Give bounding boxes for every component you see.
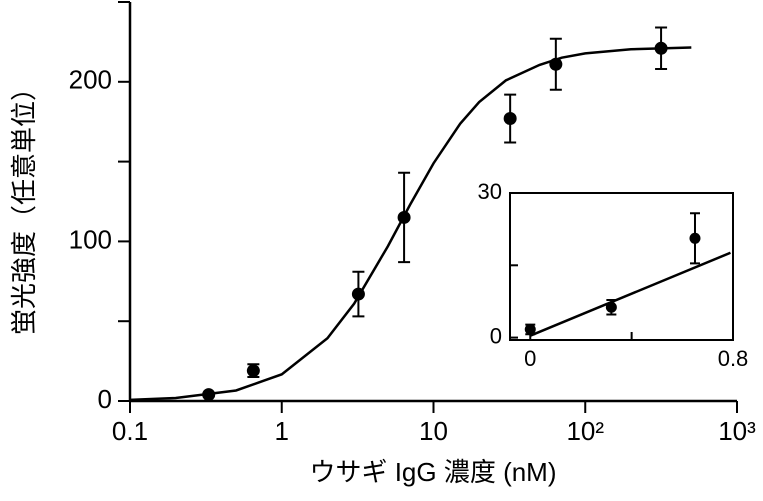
y-tick-label: 200 bbox=[69, 65, 112, 95]
x-tick-label: 10² bbox=[566, 416, 604, 446]
x-tick-label: 10³ bbox=[718, 416, 756, 446]
fit-line bbox=[129, 46, 692, 402]
x-tick-label: 0.1 bbox=[112, 416, 148, 446]
x-tick-label: 1 bbox=[275, 416, 289, 446]
y-tick-label: 0 bbox=[98, 384, 112, 414]
fit-line bbox=[529, 251, 731, 337]
x-axis-label: ウサギ IgG 濃度 (nM) bbox=[309, 457, 556, 487]
x-tick-label: 10 bbox=[419, 416, 448, 446]
y-tick-label: 0 bbox=[490, 323, 502, 348]
y-tick-label: 30 bbox=[478, 179, 502, 204]
x-tick-label: 0 bbox=[524, 346, 536, 371]
data-point bbox=[524, 323, 536, 335]
data-point bbox=[246, 364, 260, 378]
x-tick-label: 0.8 bbox=[718, 346, 749, 371]
y-tick-label: 100 bbox=[69, 224, 112, 254]
data-point bbox=[503, 112, 517, 126]
data-point bbox=[689, 232, 701, 244]
y-axis-label: 蛍光強度（任意単位） bbox=[9, 75, 39, 335]
